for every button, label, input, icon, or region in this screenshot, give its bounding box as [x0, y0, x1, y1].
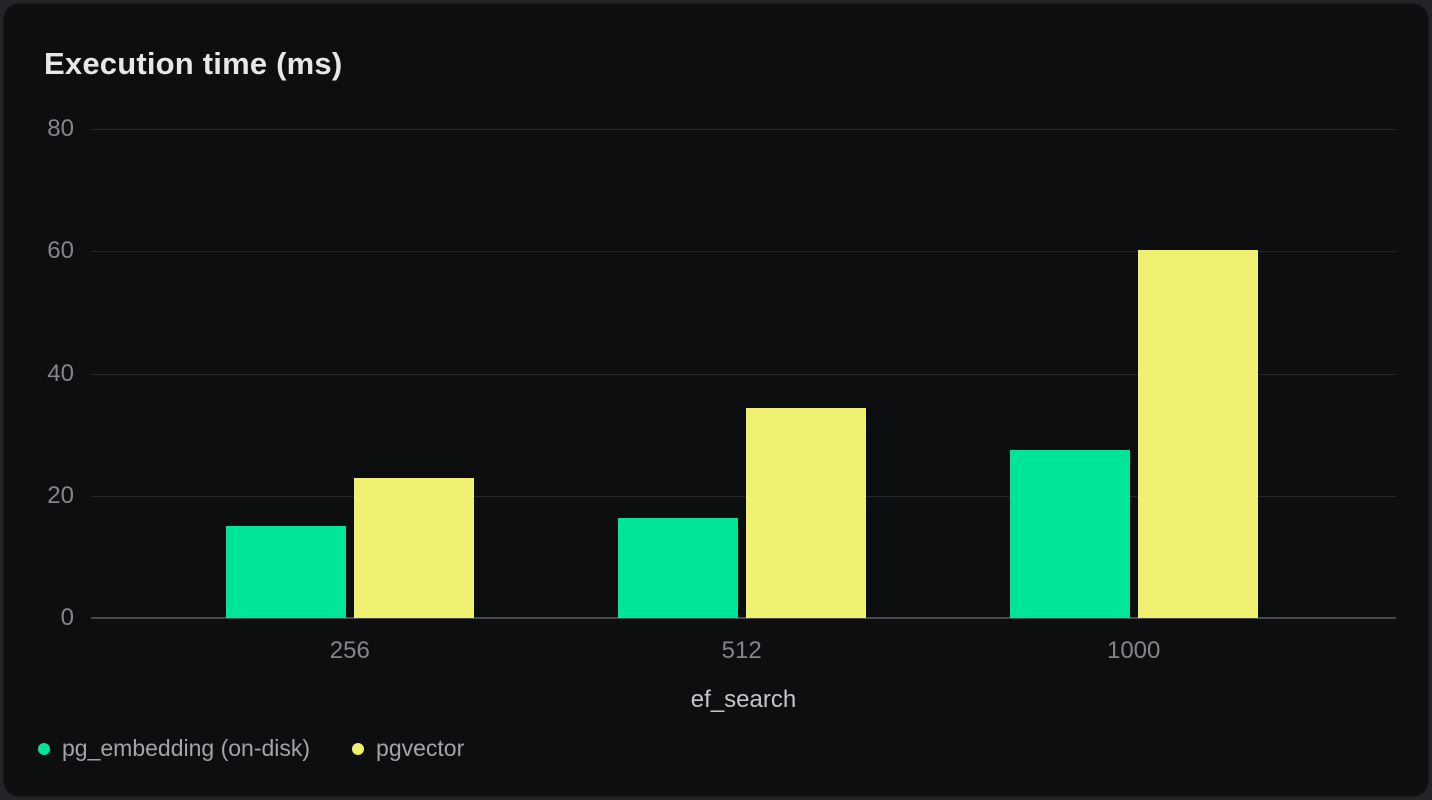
x-tick-label-1000: 1000 — [1106, 637, 1161, 664]
y-tick-label-40: 40 — [47, 359, 74, 387]
bar-256-pgvector[interactable] — [353, 477, 474, 618]
y-tick-label-0: 0 — [60, 603, 74, 631]
y-tick-label-80: 80 — [47, 115, 74, 143]
chart-title: Execution time (ms) — [44, 46, 343, 81]
legend-dot-icon — [38, 742, 50, 755]
bar-1000-pg-embedding[interactable] — [1009, 449, 1130, 618]
chart-card: Execution time (ms) 80 60 40 20 0 256 512 1000 … — [3, 3, 1429, 797]
legend-dot-icon — [352, 742, 365, 755]
y-tick-label-60: 60 — [47, 237, 74, 265]
bar-512-pgvector[interactable] — [745, 407, 866, 618]
legend-label: pg_embedding (on-disk) — [62, 735, 311, 761]
x-tick-label-256: 256 — [329, 637, 370, 664]
y-tick-label-20: 20 — [47, 481, 74, 509]
gridline-y40 — [91, 373, 1396, 375]
legend-item-pg-embedding[interactable]: pg_embedding (on-disk) — [38, 735, 310, 762]
plot-area: 80 60 40 20 0 256 512 1000 — [4, 4, 1428, 796]
gridline-y20 — [91, 495, 1396, 497]
x-axis-label: ef_search — [690, 686, 797, 713]
legend-label: pgvector — [376, 735, 465, 761]
x-tick-label-512: 512 — [721, 637, 762, 664]
legend-item-pgvector[interactable]: pgvector — [352, 735, 464, 762]
bar-1000-pgvector[interactable] — [1137, 249, 1258, 618]
bar-256-pg-embedding[interactable] — [225, 526, 346, 618]
gridline-y60 — [91, 251, 1396, 253]
bar-512-pg-embedding[interactable] — [617, 517, 738, 618]
x-axis-line — [91, 616, 1396, 619]
gridline-y80 — [91, 129, 1396, 131]
chart-legend: pg_embedding (on-disk) pgvector — [38, 735, 464, 762]
